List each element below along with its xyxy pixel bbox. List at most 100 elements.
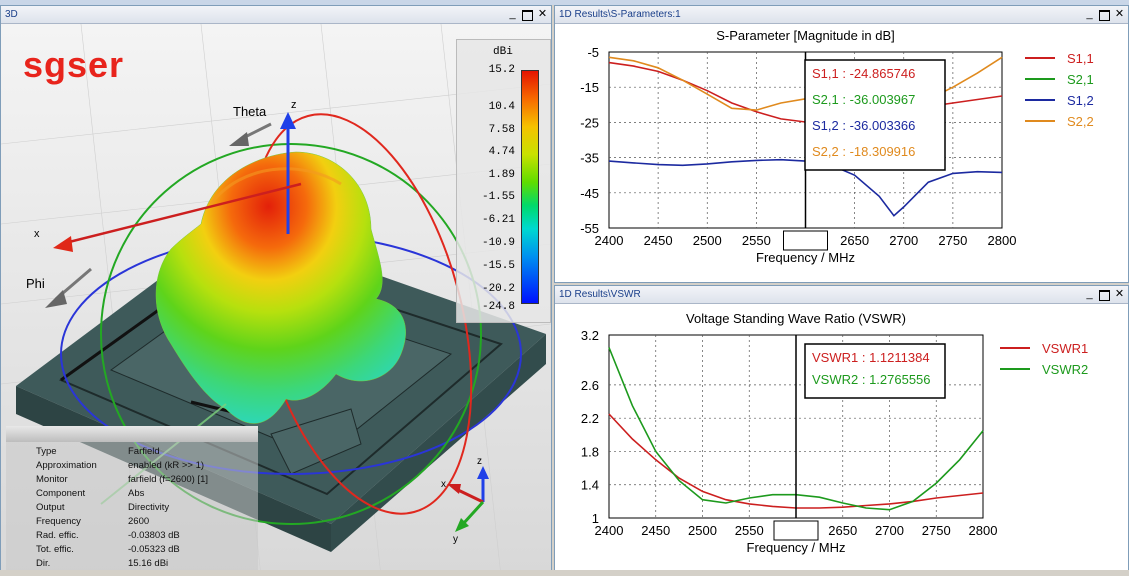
y-tick-label: -5 [587, 45, 599, 60]
legend-entry: VSWR1 [1042, 341, 1088, 356]
sparameter-window[interactable]: 1D Results\S-Parameters:1 _ ✕ S-Paramete… [554, 5, 1129, 283]
status-bar [0, 570, 1129, 576]
x-tick-label: 2800 [988, 233, 1017, 248]
close-button[interactable]: ✕ [1114, 288, 1125, 300]
info-row: Monitor farfield (f=2600) [1] [36, 474, 209, 485]
colorbar-label: 4.74 [488, 146, 515, 158]
y-tick-label: 1.8 [581, 444, 599, 459]
maximize-button[interactable] [1099, 10, 1110, 21]
x-tick-label: 2700 [875, 523, 904, 538]
info-panel-header [6, 426, 258, 442]
marker-readout-value: VSWR1 : 1.1211384 [812, 350, 930, 365]
legend-entry: S1,1 [1067, 51, 1094, 66]
info-row: Rad. effic. -0.03803 dB [36, 530, 180, 541]
colorbar-label: -15.5 [481, 260, 515, 272]
marker-readout-value: S1,1 : -24.865746 [812, 66, 915, 81]
x-tick-label: 2550 [742, 233, 771, 248]
sparameter-title: 1D Results\S-Parameters:1 [559, 9, 681, 20]
marker-label-box [773, 520, 819, 541]
x-axis-label: x [34, 228, 40, 240]
vswr-chart[interactable]: Voltage Standing Wave Ratio (VSWR) 2400 24… [555, 304, 1128, 571]
minimize-button[interactable]: _ [1086, 8, 1093, 20]
info-row: Type Farfield [36, 446, 160, 457]
y-tick-label: -55 [580, 221, 599, 236]
sparameter-titlebar: 1D Results\S-Parameters:1 _ ✕ [555, 6, 1128, 24]
colorbar-label: -6.21 [481, 214, 515, 226]
vswr-window[interactable]: 1D Results\VSWR _ ✕ Voltage Standing Wav… [554, 285, 1129, 572]
marker-readout-box [804, 343, 946, 399]
y-tick-label: 3.2 [581, 328, 599, 343]
triad-z-label: z [477, 456, 482, 467]
marker-readout-value: VSWR2 : 1.2765556 [812, 372, 931, 387]
legend-entry: S2,2 [1067, 114, 1094, 129]
x-tick-label: 2400 [595, 233, 624, 248]
y-tick-label: -25 [580, 115, 599, 130]
x-axis-label: Frequency / MHz [747, 540, 846, 555]
info-row: Component Abs [36, 488, 145, 499]
info-row: Output Directivity [36, 502, 170, 513]
x-tick-label: 2700 [889, 233, 918, 248]
y-tick-label: 1.4 [581, 478, 599, 493]
y-tick-label: 1 [592, 511, 599, 526]
x-tick-label: 2400 [595, 523, 624, 538]
x-tick-label: 2450 [644, 233, 673, 248]
x-tick-label: 2650 [840, 233, 869, 248]
close-button[interactable]: ✕ [537, 8, 548, 20]
chart-title: S-Parameter [Magnitude in dB] [716, 28, 894, 43]
marker-readout-value: S2,1 : -36.003967 [812, 92, 915, 107]
maximize-button[interactable] [1099, 290, 1110, 301]
legend-entry: S1,2 [1067, 93, 1094, 108]
x-tick-label: 2450 [641, 523, 670, 538]
marker-readout-value: S2,2 : -18.309916 [812, 144, 915, 159]
x-tick-label: 2550 [735, 523, 764, 538]
x-tick-label: 2800 [969, 523, 998, 538]
triad-y-label: y [453, 534, 458, 545]
maximize-button[interactable] [522, 10, 533, 21]
app-top-strip [0, 0, 1129, 5]
theta-axis-label: Theta [233, 104, 267, 119]
minimize-button[interactable]: _ [1086, 288, 1093, 300]
legend-entry: S2,1 [1067, 72, 1094, 87]
colorbar-label: 7.58 [488, 124, 515, 136]
colorbar-label: -20.2 [481, 283, 515, 295]
marker-label-box [783, 230, 828, 251]
info-row: Dir. 15.16 dBi [36, 558, 169, 569]
farfield-3d-titlebar: 3D _ ✕ [1, 6, 551, 24]
chart-title: Voltage Standing Wave Ratio (VSWR) [686, 311, 906, 326]
triad-x-label: x [441, 479, 446, 490]
y-tick-label: -45 [580, 186, 599, 201]
farfield-3d-title: 3D [5, 9, 18, 20]
colorbar-label: 1.89 [488, 169, 515, 181]
colorbar-legend: dBi 15.2 10.4 7.58 4.74 1.89 -1.55 -6.21… [456, 39, 551, 323]
marker-readout-box [804, 59, 946, 171]
y-tick-label: 2.2 [581, 411, 599, 426]
x-tick-label: 2500 [693, 233, 722, 248]
vswr-titlebar: 1D Results\VSWR _ ✕ [555, 286, 1128, 304]
x-tick-label: 2650 [828, 523, 857, 538]
colorbar-label: -10.9 [481, 237, 515, 249]
close-button[interactable]: ✕ [1114, 8, 1125, 20]
colorbar-label: 10.4 [488, 101, 515, 113]
farfield-3d-window[interactable]: 3D _ ✕ [0, 5, 552, 572]
radiation-pattern [155, 151, 406, 424]
y-tick-label: -15 [580, 80, 599, 95]
vswr-title: 1D Results\VSWR [559, 289, 641, 300]
marker-readout-value: S1,2 : -36.003366 [812, 118, 915, 133]
info-row: Frequency 2600 [36, 516, 150, 527]
x-tick-label: 2750 [922, 523, 951, 538]
watermark-text: sgser [23, 44, 125, 85]
phi-axis-label: Phi [26, 276, 45, 291]
colorbar-label: -1.55 [481, 191, 515, 203]
sparameter-chart[interactable]: S-Parameter [Magnitude in dB] 2400 2450 250… [555, 24, 1128, 282]
colorbar-label: 15.2 [488, 64, 515, 76]
info-row: Tot. effic. -0.05323 dB [36, 544, 180, 555]
z-axis-label: z [291, 99, 297, 111]
minimize-button[interactable]: _ [509, 8, 516, 20]
x-tick-label: 2500 [688, 523, 717, 538]
x-tick-label: 2750 [938, 233, 967, 248]
farfield-info-panel: Type Farfield Approximation enabled (kR >>… [6, 426, 258, 571]
y-tick-label: 2.6 [581, 378, 599, 393]
colorbar-label: -24.8 [481, 301, 515, 313]
info-row: Approximation enabled (kR >> 1) [36, 460, 205, 471]
x-axis-label: Frequency / MHz [756, 250, 855, 265]
